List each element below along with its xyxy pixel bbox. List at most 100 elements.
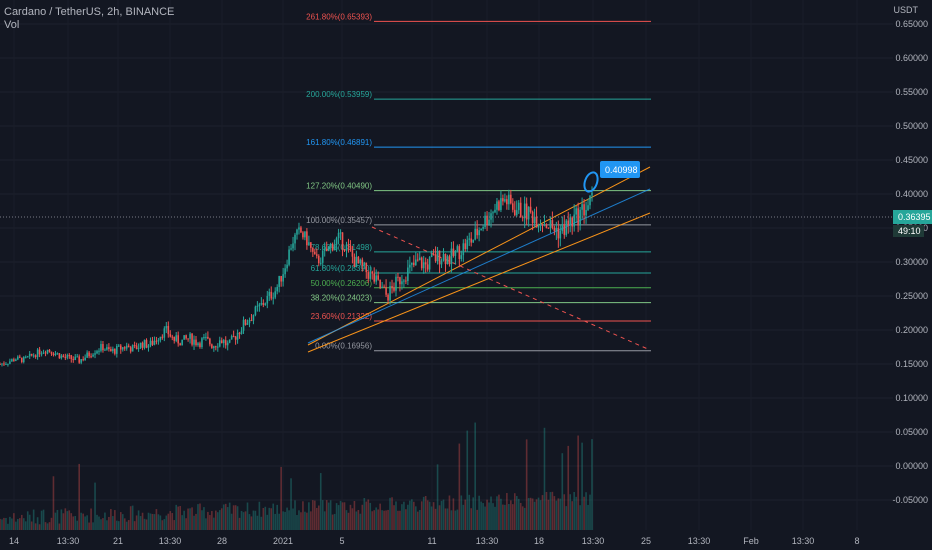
candle-body (537, 225, 540, 228)
volume-bar (224, 503, 227, 530)
candle-body (525, 203, 528, 220)
volume-bar (325, 500, 328, 530)
volume-bar (26, 511, 29, 530)
candle-body (371, 271, 374, 274)
volume-bar (213, 517, 215, 530)
candle-body (385, 287, 387, 295)
volume-bar (185, 518, 187, 530)
volume-bar (102, 518, 104, 530)
volume-bar (470, 508, 473, 530)
candle-body (30, 353, 33, 356)
time-tick-label: 2021 (273, 536, 293, 546)
channel-mid-line[interactable] (307, 188, 651, 344)
volume-bar (141, 512, 144, 530)
volume-bar (393, 505, 395, 530)
volume-bars (0, 422, 593, 530)
candle-body (151, 340, 154, 345)
volume-bar (397, 510, 399, 530)
volume-bar (440, 500, 443, 530)
price-tick-label: 0.50000 (895, 121, 928, 131)
candle-body (108, 347, 110, 350)
candle-body (274, 291, 277, 298)
volume-bar (104, 512, 106, 530)
candle-body (5, 363, 7, 365)
current-price-label: 0.36395 (898, 212, 931, 222)
candle-body (44, 352, 47, 354)
volume-bar (383, 510, 385, 530)
candle-body (24, 356, 27, 358)
candle-body (171, 336, 174, 338)
candle-body (1, 363, 3, 365)
volume-bar (17, 518, 19, 530)
parallel-channel[interactable] (307, 166, 651, 353)
volume-bar (125, 521, 128, 530)
time-tick-label: 13:30 (476, 536, 499, 546)
volume-bar (248, 514, 251, 530)
candle-body (486, 215, 488, 225)
volume-bar (333, 513, 336, 530)
candle-body (579, 209, 581, 226)
volume-bar (155, 509, 158, 530)
volume-bar (240, 510, 243, 530)
volume-bar (60, 509, 63, 530)
volume-bar (187, 508, 189, 530)
candle-body (504, 199, 506, 202)
volume-bar (480, 501, 482, 530)
volume-bar (308, 502, 310, 530)
candle-body (569, 217, 572, 226)
candle-body (462, 243, 465, 256)
candle-body (62, 355, 65, 358)
candle-body (125, 345, 128, 349)
volume-bar (341, 502, 344, 530)
volume-bar (407, 504, 409, 530)
candle-body (234, 336, 237, 340)
candle-body (474, 228, 476, 240)
channel-upper-line[interactable] (307, 166, 651, 346)
volume-bar (139, 516, 142, 530)
candle-body (589, 195, 591, 206)
candle-body (42, 352, 45, 354)
candle-body (349, 245, 352, 251)
fib-level-label: 261.80%(0.65393) (306, 12, 372, 21)
trend-dashed-line[interactable] (371, 226, 651, 351)
volume-bar (343, 502, 346, 530)
volume-bar (137, 510, 140, 530)
volume-bar (30, 521, 33, 530)
candle-body (367, 272, 370, 279)
volume-bar (203, 507, 205, 530)
volume-bar (513, 493, 516, 530)
price-tick-label: -0.05000 (892, 495, 928, 505)
candle-body (557, 228, 560, 239)
volume-bar (28, 514, 31, 530)
candle-body (450, 248, 453, 265)
volume-bar (284, 511, 286, 530)
candle-body (379, 279, 381, 288)
volume-bar (112, 516, 114, 530)
fibonacci-retracement[interactable]: 261.80%(0.65393) 200.00%(0.53959) 161.80%(… (306, 12, 651, 352)
volume-bar (401, 504, 403, 530)
candle-body (280, 276, 282, 282)
candle-body (246, 323, 249, 325)
price-axis-panel[interactable] (893, 0, 932, 550)
volume-bar (371, 511, 374, 530)
candle-body (353, 256, 356, 267)
callout-annotation[interactable]: 0.40998 (582, 161, 640, 193)
time-tick-label: 8 (854, 536, 859, 546)
volume-bar (531, 498, 534, 530)
volume-bar (581, 442, 583, 530)
candle-body (361, 259, 364, 266)
volume-bar (331, 514, 334, 530)
candle-body (405, 280, 407, 282)
volume-bar (414, 506, 417, 530)
fib-level-label: 23.60%(0.21322) (311, 312, 373, 321)
volume-legend[interactable]: Vol (4, 19, 20, 31)
channel-lower-line[interactable] (307, 212, 651, 353)
price-tick-label: 0.20000 (895, 325, 928, 335)
volume-bar (183, 510, 185, 530)
volume-bar (48, 522, 51, 530)
volume-bar (167, 513, 170, 530)
candle-body (571, 217, 574, 227)
symbol-title[interactable]: Cardano / TetherUS, 2h, BINANCE (4, 6, 175, 18)
volume-bar (515, 496, 518, 530)
